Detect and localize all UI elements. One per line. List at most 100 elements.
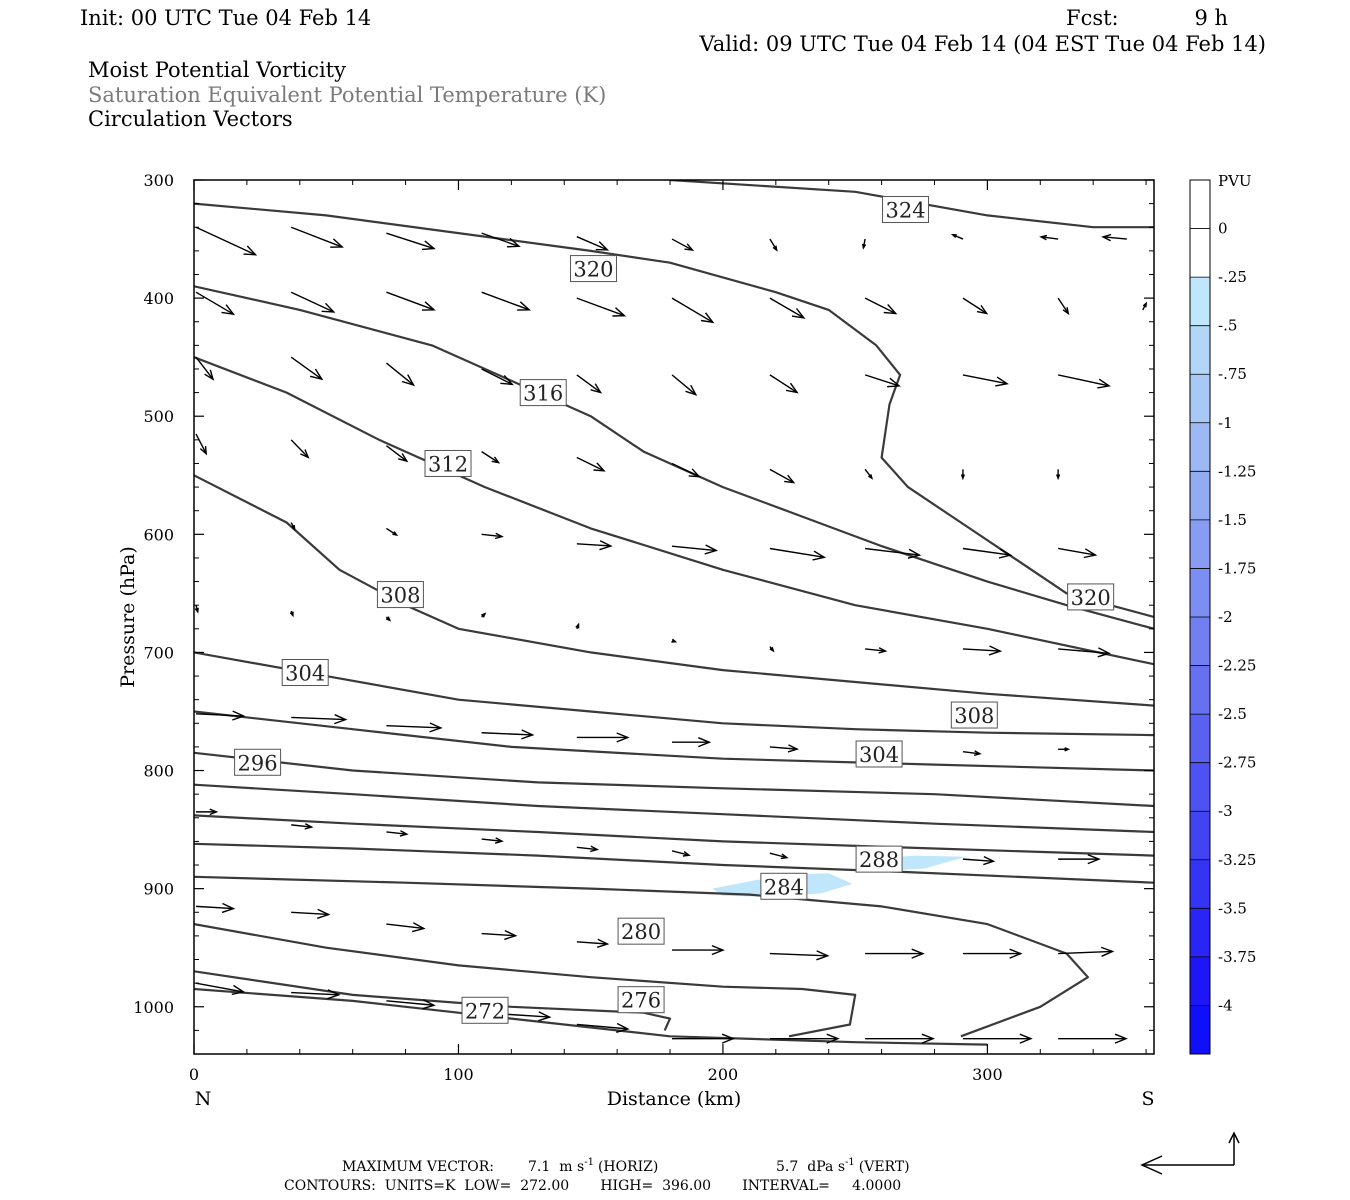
y-tick-label: 300 bbox=[143, 171, 174, 190]
vector-head bbox=[494, 837, 504, 844]
circulation-vector bbox=[769, 852, 789, 860]
vector-head bbox=[401, 374, 416, 387]
circulation-vector bbox=[481, 532, 504, 540]
vector-head bbox=[960, 474, 966, 481]
contour-312 bbox=[194, 356, 1154, 666]
colorbar-swatch bbox=[1190, 956, 1210, 1006]
vector-head bbox=[385, 616, 392, 622]
vector-shaft bbox=[1041, 236, 1059, 240]
circulation-vector bbox=[386, 232, 436, 251]
vector-shaft bbox=[576, 941, 608, 945]
colorbar-swatch bbox=[1190, 374, 1210, 424]
contour-label-box bbox=[855, 740, 903, 768]
circulation-vector bbox=[864, 297, 898, 315]
contour-label-box bbox=[569, 255, 617, 283]
contour-280 bbox=[194, 923, 857, 1038]
valid-time: Valid: 09 UTC Tue 04 Feb 14 (04 EST Tue … bbox=[698, 32, 1266, 56]
y-tick-label: 1000 bbox=[133, 998, 174, 1017]
vector-shaft bbox=[769, 374, 798, 394]
contour-label-box bbox=[950, 701, 998, 729]
vector-head bbox=[595, 241, 610, 251]
vector-head bbox=[887, 377, 901, 388]
circulation-vector bbox=[1058, 946, 1115, 957]
vector-shaft bbox=[195, 713, 244, 717]
contour-labels: 324 320 320 316 312 308 308 304 304 296 288 284 280 2… bbox=[234, 196, 1115, 1024]
x-tick-label: 200 bbox=[708, 1065, 739, 1084]
x-axis-label: Distance (km) bbox=[607, 1088, 742, 1110]
vector-head bbox=[907, 548, 922, 559]
contour-288 bbox=[194, 842, 1154, 884]
vector-shaft bbox=[962, 750, 981, 755]
circulation-vector bbox=[481, 368, 514, 386]
colorbar-swatch bbox=[1190, 859, 1210, 909]
vector-shaft bbox=[769, 852, 788, 859]
colorbar-level-label: -.25 bbox=[1218, 268, 1247, 286]
circulation-vector bbox=[481, 929, 518, 941]
circulation-vector bbox=[671, 462, 701, 478]
circulation-vector bbox=[672, 1033, 736, 1044]
vert-unit: dPa s bbox=[807, 1159, 845, 1175]
circulation-vector bbox=[962, 645, 1003, 656]
vector-shaft bbox=[481, 838, 503, 842]
vector-head bbox=[481, 612, 487, 618]
circulation-vector bbox=[769, 374, 799, 394]
y-tick-label: 500 bbox=[143, 407, 174, 426]
colorbar-swatch bbox=[1190, 617, 1210, 667]
colorbar-swatch bbox=[1190, 665, 1210, 715]
vector-head bbox=[421, 240, 436, 251]
vector-head bbox=[911, 948, 925, 959]
vector-head bbox=[883, 304, 898, 315]
circulation-vector bbox=[290, 226, 344, 248]
colorbar-swatch bbox=[1190, 908, 1210, 958]
contour-label: 320 bbox=[573, 258, 613, 282]
circulation-vector bbox=[962, 374, 1009, 387]
circulation-vector bbox=[481, 837, 504, 844]
vector-head bbox=[1019, 1033, 1033, 1044]
colorbar-swatch bbox=[1190, 471, 1210, 521]
colorbar-swatch bbox=[1190, 277, 1210, 327]
vector-head bbox=[784, 474, 796, 484]
vector-head bbox=[231, 984, 246, 995]
contour-label: 304 bbox=[285, 662, 325, 686]
contour-label-box bbox=[376, 581, 424, 609]
circulation-vector bbox=[864, 374, 901, 388]
circulation-vector bbox=[671, 374, 698, 396]
circulation-vector bbox=[962, 297, 989, 315]
y-tick-label: 800 bbox=[143, 762, 174, 781]
contour-300 bbox=[194, 710, 1154, 772]
field-title-vectors: Circulation Vectors bbox=[88, 107, 293, 131]
vector-head bbox=[700, 312, 715, 324]
contour-304 bbox=[194, 651, 1154, 737]
vector-shaft bbox=[386, 232, 435, 250]
circulation-vector bbox=[386, 922, 426, 933]
vector-shaft bbox=[385, 445, 408, 462]
circulation-vector bbox=[386, 722, 443, 733]
circulation-vector bbox=[291, 908, 331, 919]
circulation-vector bbox=[962, 750, 982, 756]
contour-272 bbox=[194, 987, 988, 1046]
vector-shaft bbox=[386, 291, 435, 311]
vector-shaft bbox=[481, 232, 520, 248]
vector-shaft bbox=[671, 374, 697, 396]
vector-head bbox=[421, 301, 436, 311]
colorbar-swatch bbox=[1190, 714, 1210, 764]
vector-head bbox=[575, 622, 580, 629]
vector-head bbox=[327, 989, 341, 1000]
circulation-vector bbox=[671, 297, 715, 324]
circulation-vector bbox=[769, 1033, 840, 1044]
vector-head bbox=[204, 369, 215, 381]
vector-head bbox=[537, 1011, 552, 1022]
vector-head bbox=[816, 950, 830, 961]
circulation-vector bbox=[769, 744, 799, 753]
colorbar-swatch bbox=[1190, 1005, 1210, 1055]
vector-shaft bbox=[386, 923, 424, 930]
vector-head bbox=[769, 646, 775, 653]
circulation-vector bbox=[196, 808, 219, 816]
circulation-vector bbox=[481, 451, 501, 464]
contour-label: 320 bbox=[1071, 586, 1111, 610]
circulation-vector bbox=[195, 982, 246, 995]
contour-label-box bbox=[424, 449, 472, 477]
vector-shaft bbox=[769, 952, 828, 957]
vector-head bbox=[684, 243, 695, 252]
contour-label: 280 bbox=[621, 920, 661, 944]
